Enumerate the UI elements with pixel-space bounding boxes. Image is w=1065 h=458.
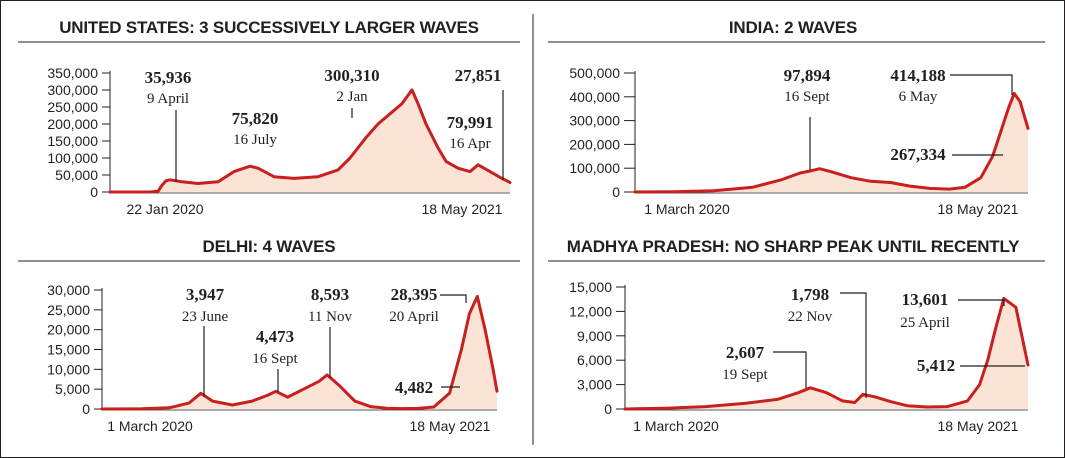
mp-xtick-label: 18 May 2021 — [938, 418, 1019, 434]
delhi-chart: 30,000 25,000 20,000 15,000 10,000 5,000 0 1 Ma… — [47, 282, 499, 434]
mp-annotation-leader — [840, 292, 867, 398]
us-ytick-label: 150,000 — [47, 133, 98, 149]
mp-annotation-value: 1,798 — [791, 285, 829, 304]
india-annotation-date: 6 May — [899, 89, 938, 105]
us-ytick-label: 100,000 — [47, 150, 98, 166]
delhi-annotation-value: 4,473 — [256, 327, 294, 346]
mp-annotation-leader — [958, 299, 1005, 306]
mp-ytick-label: 9,000 — [577, 328, 612, 344]
delhi-ytick-label: 10,000 — [47, 361, 90, 377]
us-series-area — [110, 89, 510, 192]
india-ytick-label: 400,000 — [569, 89, 620, 105]
mp-ytick-label: 12,000 — [569, 303, 612, 319]
india-ytick-label: 0 — [612, 184, 620, 200]
delhi-annotation-leader — [440, 294, 467, 303]
india-annotation-value: 267,334 — [890, 145, 946, 164]
mp-annotation-date: 19 Sept — [722, 367, 768, 383]
delhi-annotation-value: 3,947 — [186, 285, 225, 304]
delhi-chart-title: DELHI: 4 WAVES — [203, 237, 336, 256]
us-annotation-date: 16 Apr — [449, 136, 490, 152]
india-annotation-leader — [950, 74, 1013, 95]
us-annotation-value: 35,936 — [145, 68, 192, 87]
mp-chart-title: MADHYA PRADESH: NO SHARP PEAK UNTIL RECE… — [567, 237, 1020, 256]
mp-annotation-date: 22 Nov — [788, 309, 833, 325]
india-ytick-label: 200,000 — [569, 136, 620, 152]
mp-ytick-label: 0 — [604, 401, 612, 417]
us-ytick-label: 300,000 — [47, 82, 98, 98]
delhi-annotation-value: 28,395 — [391, 285, 438, 304]
delhi-xtick-label: 18 May 2021 — [410, 418, 491, 434]
india-xtick-label: 1 March 2020 — [644, 201, 730, 217]
us-annotation-value: 75,820 — [232, 109, 279, 128]
us-annotation-value: 27,851 — [455, 66, 502, 85]
us-ytick-label: 250,000 — [47, 99, 98, 115]
india-annotation-date: 16 Sept — [784, 89, 830, 105]
us-ytick-label: 0 — [90, 184, 98, 200]
mp-annotation-leader — [773, 351, 807, 388]
delhi-series-area — [102, 296, 497, 409]
india-ytick-label: 500,000 — [569, 65, 620, 81]
mp-ytick-label: 6,000 — [577, 352, 612, 368]
delhi-ytick-label: 20,000 — [47, 322, 90, 338]
us-annotation-date: 2 Jan — [336, 89, 368, 105]
us-ytick-label: 350,000 — [47, 65, 98, 81]
delhi-ytick-label: 30,000 — [47, 282, 90, 298]
delhi-annotation-date: 23 June — [182, 309, 229, 325]
india-chart: 500,000 400,000 300,000 200,000 100,000 0 1 Ma… — [569, 65, 1030, 217]
mp-annotation-value: 5,412 — [917, 356, 955, 375]
mp-chart: 15,000 12,000 9,000 6,000 3,000 0 1 March 2020… — [569, 279, 1030, 434]
us-chart: 350,000300,000250,000200,000150,000100,0… — [47, 65, 512, 217]
delhi-annotation-date: 16 Sept — [252, 351, 298, 367]
mp-annotation-date: 25 April — [900, 315, 950, 331]
india-annotation-value: 97,894 — [784, 66, 831, 85]
delhi-annotation-date: 11 Nov — [308, 309, 353, 325]
delhi-annotation-value: 4,482 — [395, 378, 433, 397]
india-chart-title: INDIA: 2 WAVES — [729, 18, 857, 37]
us-annotation-date: 16 July — [233, 132, 277, 148]
india-series-line — [633, 91, 1030, 194]
mp-annotation-value: 2,607 — [726, 343, 765, 362]
india-xtick-label: 18 May 2021 — [938, 201, 1019, 217]
mp-ytick-label: 3,000 — [577, 377, 612, 393]
us-ytick-label: 50,000 — [55, 167, 98, 183]
delhi-series-line — [100, 294, 499, 411]
india-annotation-value: 414,188 — [890, 66, 945, 85]
india-series-area — [635, 93, 1028, 192]
delhi-xtick-label: 1 March 2020 — [107, 418, 193, 434]
mp-series-area — [625, 298, 1028, 409]
us-annotation-value: 300,310 — [324, 66, 379, 85]
india-ytick-label: 300,000 — [569, 113, 620, 129]
delhi-ytick-label: 5,000 — [55, 381, 90, 397]
delhi-ytick-label: 15,000 — [47, 342, 90, 358]
us-annotation-date: 9 April — [147, 91, 189, 107]
mp-ytick-label: 15,000 — [569, 279, 612, 295]
delhi-annotation-date: 20 April — [389, 309, 439, 325]
delhi-annotation-value: 8,593 — [311, 285, 349, 304]
mp-xtick-label: 1 March 2020 — [633, 418, 719, 434]
delhi-ytick-label: 25,000 — [47, 302, 90, 318]
mp-series-line — [623, 296, 1030, 411]
us-xtick-label: 22 Jan 2020 — [126, 201, 203, 217]
us-ytick-label: 200,000 — [47, 116, 98, 132]
us-chart-title: UNITED STATES: 3 SUCCESSIVELY LARGER WAV… — [59, 18, 479, 37]
mp-annotation-value: 13,601 — [902, 290, 949, 309]
us-series-line — [108, 88, 512, 194]
delhi-ytick-label: 0 — [82, 401, 90, 417]
us-xtick-label: 18 May 2021 — [422, 201, 503, 217]
india-ytick-label: 100,000 — [569, 160, 620, 176]
us-annotation-value: 79,991 — [447, 113, 494, 132]
